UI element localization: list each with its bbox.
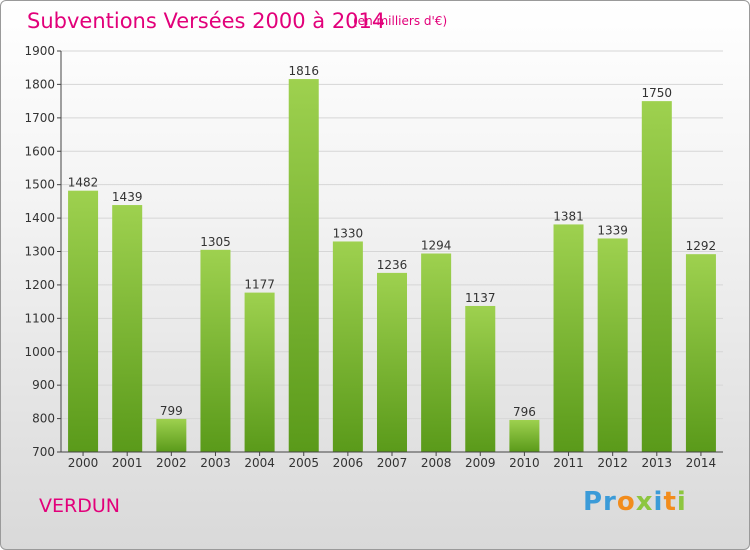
y-tick-label: 1000 — [24, 345, 55, 359]
bar-value-label: 1294 — [421, 239, 452, 253]
x-tick-label: 2000 — [68, 456, 99, 470]
bar-2008[interactable] — [421, 253, 452, 452]
y-tick-label: 1900 — [24, 44, 55, 58]
bar-value-label: 1816 — [288, 64, 319, 78]
bar-value-label: 1330 — [333, 226, 364, 240]
bar-value-label: 1177 — [244, 278, 275, 292]
y-tick-label: 1800 — [24, 77, 55, 91]
bar-2004[interactable] — [244, 292, 275, 452]
bar-2002[interactable] — [156, 418, 187, 452]
x-tick-label: 2011 — [553, 456, 584, 470]
x-tick-label: 2008 — [421, 456, 452, 470]
bar-value-label: 1137 — [465, 291, 496, 305]
y-axis: 700 800 900 1000 1100 1200 1300 1400 1500 1600 170… — [24, 44, 62, 459]
chart-subtitle: (en milliers d'€) — [353, 14, 448, 28]
x-tick-label: 2001 — [112, 456, 143, 470]
bar-value-label: 1339 — [597, 223, 628, 237]
bar-value-label: 1305 — [200, 235, 231, 249]
bar-value-label: 1292 — [686, 239, 717, 253]
bar-value-label: 1236 — [377, 258, 408, 272]
y-tick-label: 1200 — [24, 278, 55, 292]
x-tick-label: 2005 — [288, 456, 319, 470]
y-tick-label: 1400 — [24, 211, 55, 225]
bar-2003[interactable] — [200, 249, 231, 452]
bar-2013[interactable] — [641, 101, 672, 452]
bar-2011[interactable] — [553, 224, 584, 452]
y-tick-label: 1700 — [24, 111, 55, 125]
y-tick-label: 1500 — [24, 178, 55, 192]
x-tick-label: 2006 — [333, 456, 364, 470]
bar-value-label: 1381 — [553, 209, 584, 223]
bar-value-label: 799 — [160, 404, 183, 418]
x-tick-label: 2012 — [597, 456, 628, 470]
x-tick-label: 2014 — [686, 456, 717, 470]
x-tick-label: 2010 — [509, 456, 540, 470]
bar-2009[interactable] — [465, 305, 496, 452]
bar-2007[interactable] — [376, 272, 408, 452]
bar-2006[interactable] — [332, 241, 363, 452]
chart-title: Subventions Versées 2000 à 2014 — [27, 9, 386, 33]
y-tick-label: 1300 — [24, 245, 55, 259]
bar-2014[interactable] — [685, 254, 716, 452]
bar-value-label: 1482 — [68, 176, 99, 190]
y-tick-label: 900 — [32, 378, 55, 392]
x-tick-label: 2013 — [642, 456, 673, 470]
y-tick-label: 1100 — [24, 311, 55, 325]
bar-value-label: 1439 — [112, 190, 143, 204]
city-label: VERDUN — [39, 495, 120, 517]
y-tick-label: 1600 — [24, 144, 55, 158]
x-tick-label: 2002 — [156, 456, 187, 470]
x-tick-label: 2004 — [244, 456, 275, 470]
x-axis: 2000 2001 2002 2003 2004 2005 2006 2007 2008 2009… — [61, 451, 723, 470]
y-tick-label: 700 — [32, 445, 55, 459]
bars: 1482 1439 799 1305 1177 1816 1330 1236 1294 1137 7… — [68, 64, 716, 452]
x-tick-label: 2009 — [465, 456, 496, 470]
bar-2010[interactable] — [509, 419, 540, 452]
x-tick-label: 2007 — [377, 456, 408, 470]
x-tick-label: 2003 — [200, 456, 231, 470]
bar-value-label: 796 — [513, 405, 536, 419]
y-tick-label: 800 — [32, 412, 55, 426]
bar-2001[interactable] — [112, 205, 143, 452]
bar-2012[interactable] — [597, 238, 628, 452]
bar-2005[interactable] — [288, 79, 319, 452]
bar-2000[interactable] — [68, 190, 99, 452]
bar-value-label: 1750 — [642, 86, 673, 100]
proxiti-logo[interactable]: Proxiti — [583, 487, 687, 517]
